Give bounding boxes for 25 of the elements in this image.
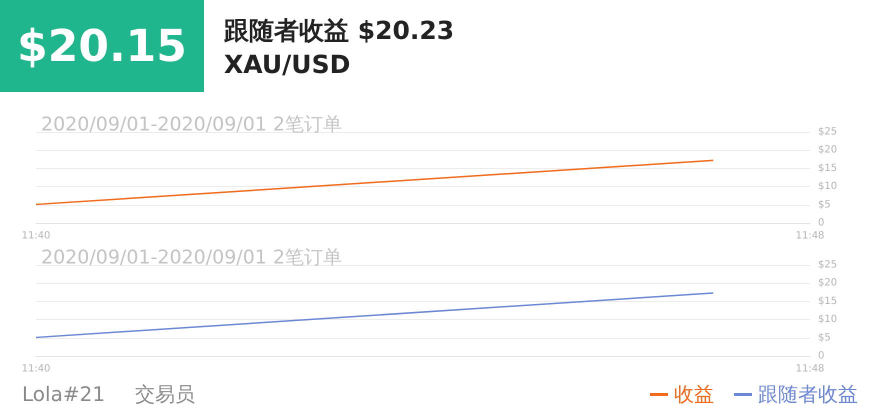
y-tick-label: $5 <box>818 199 831 210</box>
y-tick-label: $20 <box>818 278 838 289</box>
text: $20.15 <box>0 0 204 92</box>
chart-title: 2020/09/01-2020/09/01 2笔订单 <box>41 246 342 268</box>
y-tick-label: $15 <box>818 162 838 174</box>
y-tick-label: 0 <box>818 350 824 362</box>
legend-label: 收益 <box>673 381 714 408</box>
x-tick-label: 11:48 <box>796 230 824 242</box>
text: 交易员 <box>135 382 196 406</box>
y-tick-label: $20 <box>818 144 838 156</box>
y-tick-label: $5 <box>818 332 831 344</box>
legend-label: 跟随者收益 <box>757 381 858 408</box>
x-tick-label: 11:40 <box>22 230 50 242</box>
text: XAU/USD <box>224 49 352 81</box>
y-tick-label: $15 <box>818 296 838 307</box>
y-tick-label: $25 <box>818 260 838 270</box>
y-tick-label: $25 <box>818 126 838 138</box>
text: 跟随者收益 $20.23 <box>224 15 454 47</box>
x-tick-label: 11:40 <box>22 364 50 374</box>
y-tick-label: 0 <box>818 218 824 228</box>
y-tick-label: $10 <box>818 314 838 326</box>
y-tick-label: $10 <box>818 181 838 192</box>
chart-title: 2020/09/01-2020/09/01 2笔订单 <box>41 114 342 136</box>
text: Lola#21 <box>22 382 106 406</box>
x-tick-label: 11:48 <box>796 364 824 374</box>
